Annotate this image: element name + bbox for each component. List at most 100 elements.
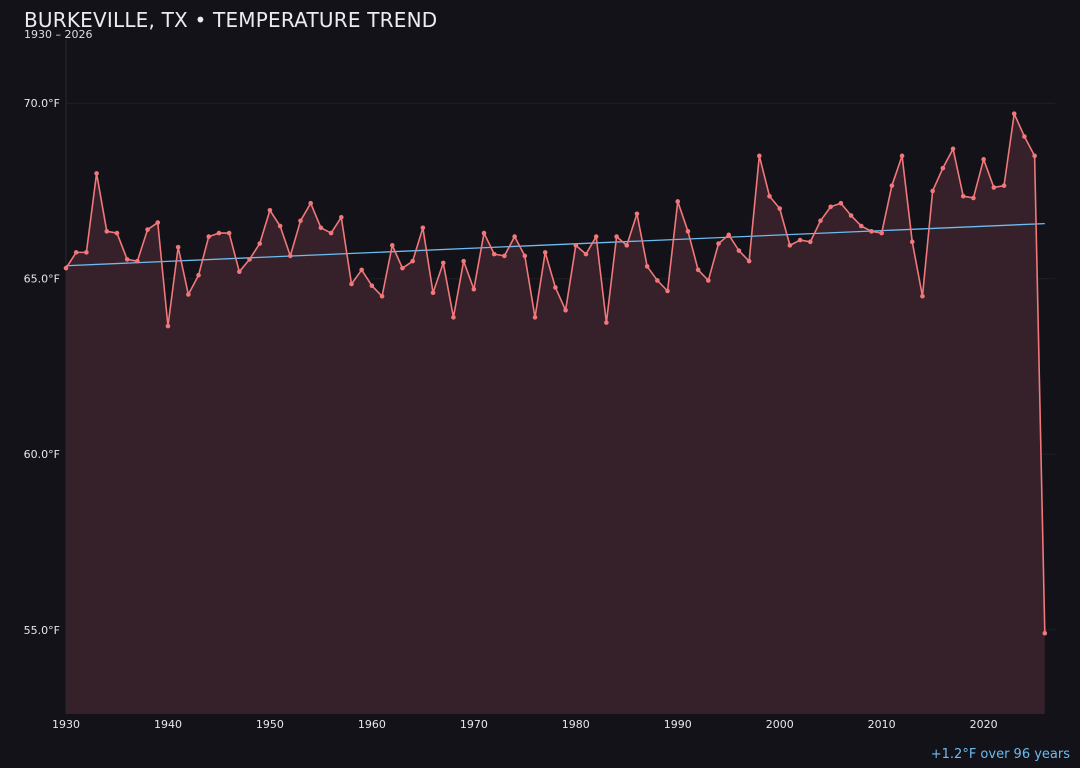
data-point xyxy=(359,267,364,273)
data-point xyxy=(1022,134,1027,139)
data-point xyxy=(237,269,242,274)
data-point xyxy=(909,239,915,245)
data-point xyxy=(298,218,303,224)
data-point xyxy=(614,234,619,239)
data-point xyxy=(563,308,568,313)
data-point xyxy=(73,250,79,255)
data-point xyxy=(583,251,589,257)
data-point xyxy=(114,230,120,236)
data-point xyxy=(777,206,783,211)
data-point xyxy=(787,243,793,248)
data-point xyxy=(379,293,385,299)
data-point xyxy=(318,225,324,231)
data-point xyxy=(196,272,201,278)
data-point xyxy=(155,220,161,225)
chart-subtitle: 1930 – 2026 xyxy=(24,28,93,41)
data-point xyxy=(389,243,395,248)
data-point xyxy=(553,285,558,290)
data-point xyxy=(573,243,579,248)
data-point xyxy=(736,248,742,253)
data-point xyxy=(267,207,273,213)
data-point xyxy=(175,244,181,250)
data-point xyxy=(930,188,935,194)
x-tick-label: 1990 xyxy=(664,718,692,731)
data-point xyxy=(1032,153,1037,159)
data-point xyxy=(226,230,232,236)
data-point xyxy=(542,250,548,255)
data-point xyxy=(807,239,813,245)
data-point xyxy=(145,227,150,232)
data-point xyxy=(838,200,844,206)
data-point xyxy=(420,225,426,231)
data-point xyxy=(471,286,477,292)
x-tick-label: 1960 xyxy=(358,718,386,731)
data-point xyxy=(104,229,110,234)
point-layer xyxy=(63,111,1048,636)
y-tick-label: 60.0°F xyxy=(24,448,60,461)
data-point xyxy=(858,223,864,229)
data-point xyxy=(410,258,415,264)
data-point xyxy=(165,323,171,329)
data-point xyxy=(920,293,925,299)
x-tick-label: 1930 xyxy=(52,718,80,731)
x-tick-label: 1980 xyxy=(562,718,590,731)
x-tick-label: 2010 xyxy=(868,718,896,731)
chart-title: BURKEVILLE, TX • TEMPERATURE TREND xyxy=(24,8,438,32)
data-point xyxy=(644,264,650,269)
data-point xyxy=(186,292,191,297)
data-point xyxy=(624,243,630,248)
y-tick-label: 55.0°F xyxy=(24,624,60,637)
data-point xyxy=(1001,183,1007,188)
data-point xyxy=(135,258,140,264)
data-point xyxy=(675,199,681,204)
y-tick-label: 70.0°F xyxy=(24,97,60,110)
x-tick-label: 1950 xyxy=(256,718,284,731)
data-point xyxy=(481,230,487,236)
data-point xyxy=(706,278,711,283)
area-layer xyxy=(66,113,1045,714)
data-point xyxy=(634,211,640,217)
x-tick-label: 1970 xyxy=(460,718,488,731)
data-point xyxy=(400,265,405,271)
data-point xyxy=(1042,630,1048,636)
data-point xyxy=(491,251,497,257)
data-point xyxy=(940,165,946,171)
x-tick-labels: 1930 1940 1950 1960 1970 1980 1990 2000 2010 2020 xyxy=(52,718,998,731)
data-point xyxy=(685,229,691,234)
data-point xyxy=(349,281,354,287)
data-point xyxy=(247,257,252,262)
data-point xyxy=(767,193,772,199)
data-point xyxy=(726,232,732,238)
x-tick-label: 2020 xyxy=(970,718,998,731)
data-point xyxy=(451,315,456,320)
data-point xyxy=(746,258,752,264)
data-point xyxy=(216,230,222,236)
data-point xyxy=(899,153,905,159)
y-tick-label: 65.0°F xyxy=(24,273,60,286)
data-point xyxy=(430,290,436,296)
data-point xyxy=(879,230,884,236)
data-point xyxy=(818,218,823,224)
data-point xyxy=(869,229,874,234)
trend-note: +1.2°F over 96 years xyxy=(930,747,1070,762)
data-point xyxy=(522,253,528,259)
data-point xyxy=(695,267,701,273)
data-point xyxy=(716,241,721,246)
y-tick-labels: 55.0°F 60.0°F 65.0°F 70.0°F xyxy=(24,97,60,637)
data-point xyxy=(124,257,130,262)
data-point xyxy=(950,146,956,152)
data-point xyxy=(288,253,293,259)
data-point xyxy=(593,234,599,239)
x-tick-label: 2000 xyxy=(766,718,794,731)
data-point xyxy=(889,183,895,188)
data-point xyxy=(84,250,89,255)
data-point xyxy=(655,278,660,283)
series-area-fill xyxy=(66,113,1045,714)
data-point xyxy=(461,258,466,264)
data-point xyxy=(532,315,538,320)
data-point xyxy=(665,288,670,294)
data-point xyxy=(502,253,507,259)
data-point xyxy=(257,241,263,246)
